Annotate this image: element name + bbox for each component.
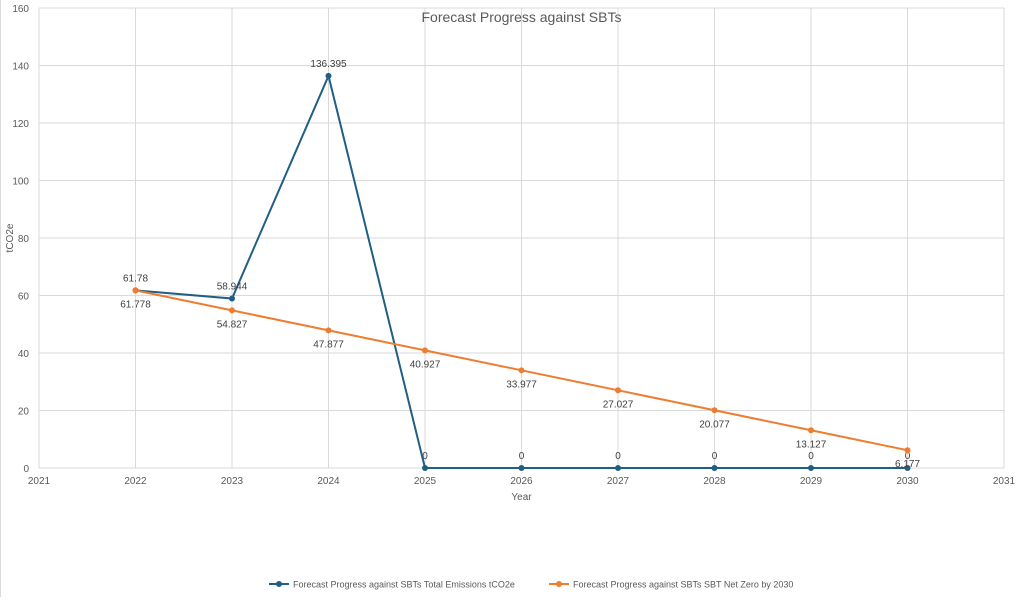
- data-point: [132, 287, 139, 294]
- data-label: 0: [905, 451, 911, 462]
- y-tick-label: 40: [18, 349, 30, 360]
- data-point: [229, 307, 235, 314]
- x-tick-label: 2028: [703, 476, 726, 487]
- data-point: [518, 465, 525, 471]
- data-label: 136.395: [310, 59, 347, 70]
- x-tick-label: 2021: [28, 476, 51, 487]
- data-point: [904, 465, 911, 471]
- data-label: 54.827: [217, 319, 248, 330]
- x-tick-label: 2024: [317, 476, 340, 487]
- y-axis-label: tCO2e: [5, 223, 16, 252]
- x-tick-label: 2031: [993, 476, 1016, 487]
- legend-marker-icon: [556, 581, 562, 587]
- data-point: [229, 295, 235, 302]
- data-label: 0: [808, 451, 814, 462]
- y-tick-label: 80: [18, 234, 30, 245]
- data-point: [615, 387, 621, 394]
- data-point: [711, 407, 718, 414]
- data-label: 0: [519, 451, 525, 462]
- legend-marker-icon: [276, 581, 282, 587]
- y-tick-label: 60: [18, 292, 30, 303]
- x-tick-label: 2029: [800, 476, 823, 487]
- x-tick-label: 2026: [510, 476, 533, 487]
- data-point: [808, 465, 814, 471]
- legend-entry: Forecast Progress against SBTs SBT Net Z…: [573, 580, 793, 590]
- data-label: 58.944: [217, 282, 248, 293]
- data-point: [325, 327, 332, 334]
- data-label: 0: [422, 451, 428, 462]
- data-point: [422, 347, 428, 354]
- data-point: [711, 465, 718, 471]
- x-tick-label: 2025: [414, 476, 437, 487]
- x-tick-label: 2022: [124, 476, 147, 487]
- data-label: 61.78: [123, 273, 148, 284]
- y-tick-label: 140: [12, 62, 29, 73]
- data-point: [325, 72, 332, 79]
- x-tick-label: 2027: [607, 476, 630, 487]
- data-label: 47.877: [313, 339, 344, 350]
- data-label: 40.927: [410, 359, 441, 370]
- chart-title: Forecast Progress against SBTs: [422, 9, 622, 25]
- y-tick-label: 100: [12, 177, 29, 188]
- data-point: [422, 465, 428, 471]
- x-tick-label: 2023: [221, 476, 244, 487]
- data-label: 27.027: [603, 399, 634, 410]
- data-point: [808, 427, 814, 434]
- y-tick-label: 0: [23, 464, 29, 475]
- data-label: 0: [712, 451, 718, 462]
- data-point: [518, 367, 525, 374]
- data-label: 20.077: [699, 419, 730, 430]
- data-point: [904, 447, 911, 454]
- x-axis-label: Year: [511, 492, 532, 503]
- y-tick-label: 120: [12, 119, 29, 130]
- data-label: 6.177: [895, 459, 920, 470]
- data-label: 0: [615, 451, 621, 462]
- legend-entry: Forecast Progress against SBTs Total Emi…: [293, 580, 515, 590]
- data-label: 33.977: [506, 379, 537, 390]
- data-label: 61.778: [120, 299, 151, 310]
- y-tick-label: 20: [18, 407, 30, 418]
- data-point: [615, 465, 621, 471]
- data-label: 13.127: [796, 439, 827, 450]
- x-tick-label: 2030: [896, 476, 919, 487]
- y-tick-label: 160: [12, 4, 29, 15]
